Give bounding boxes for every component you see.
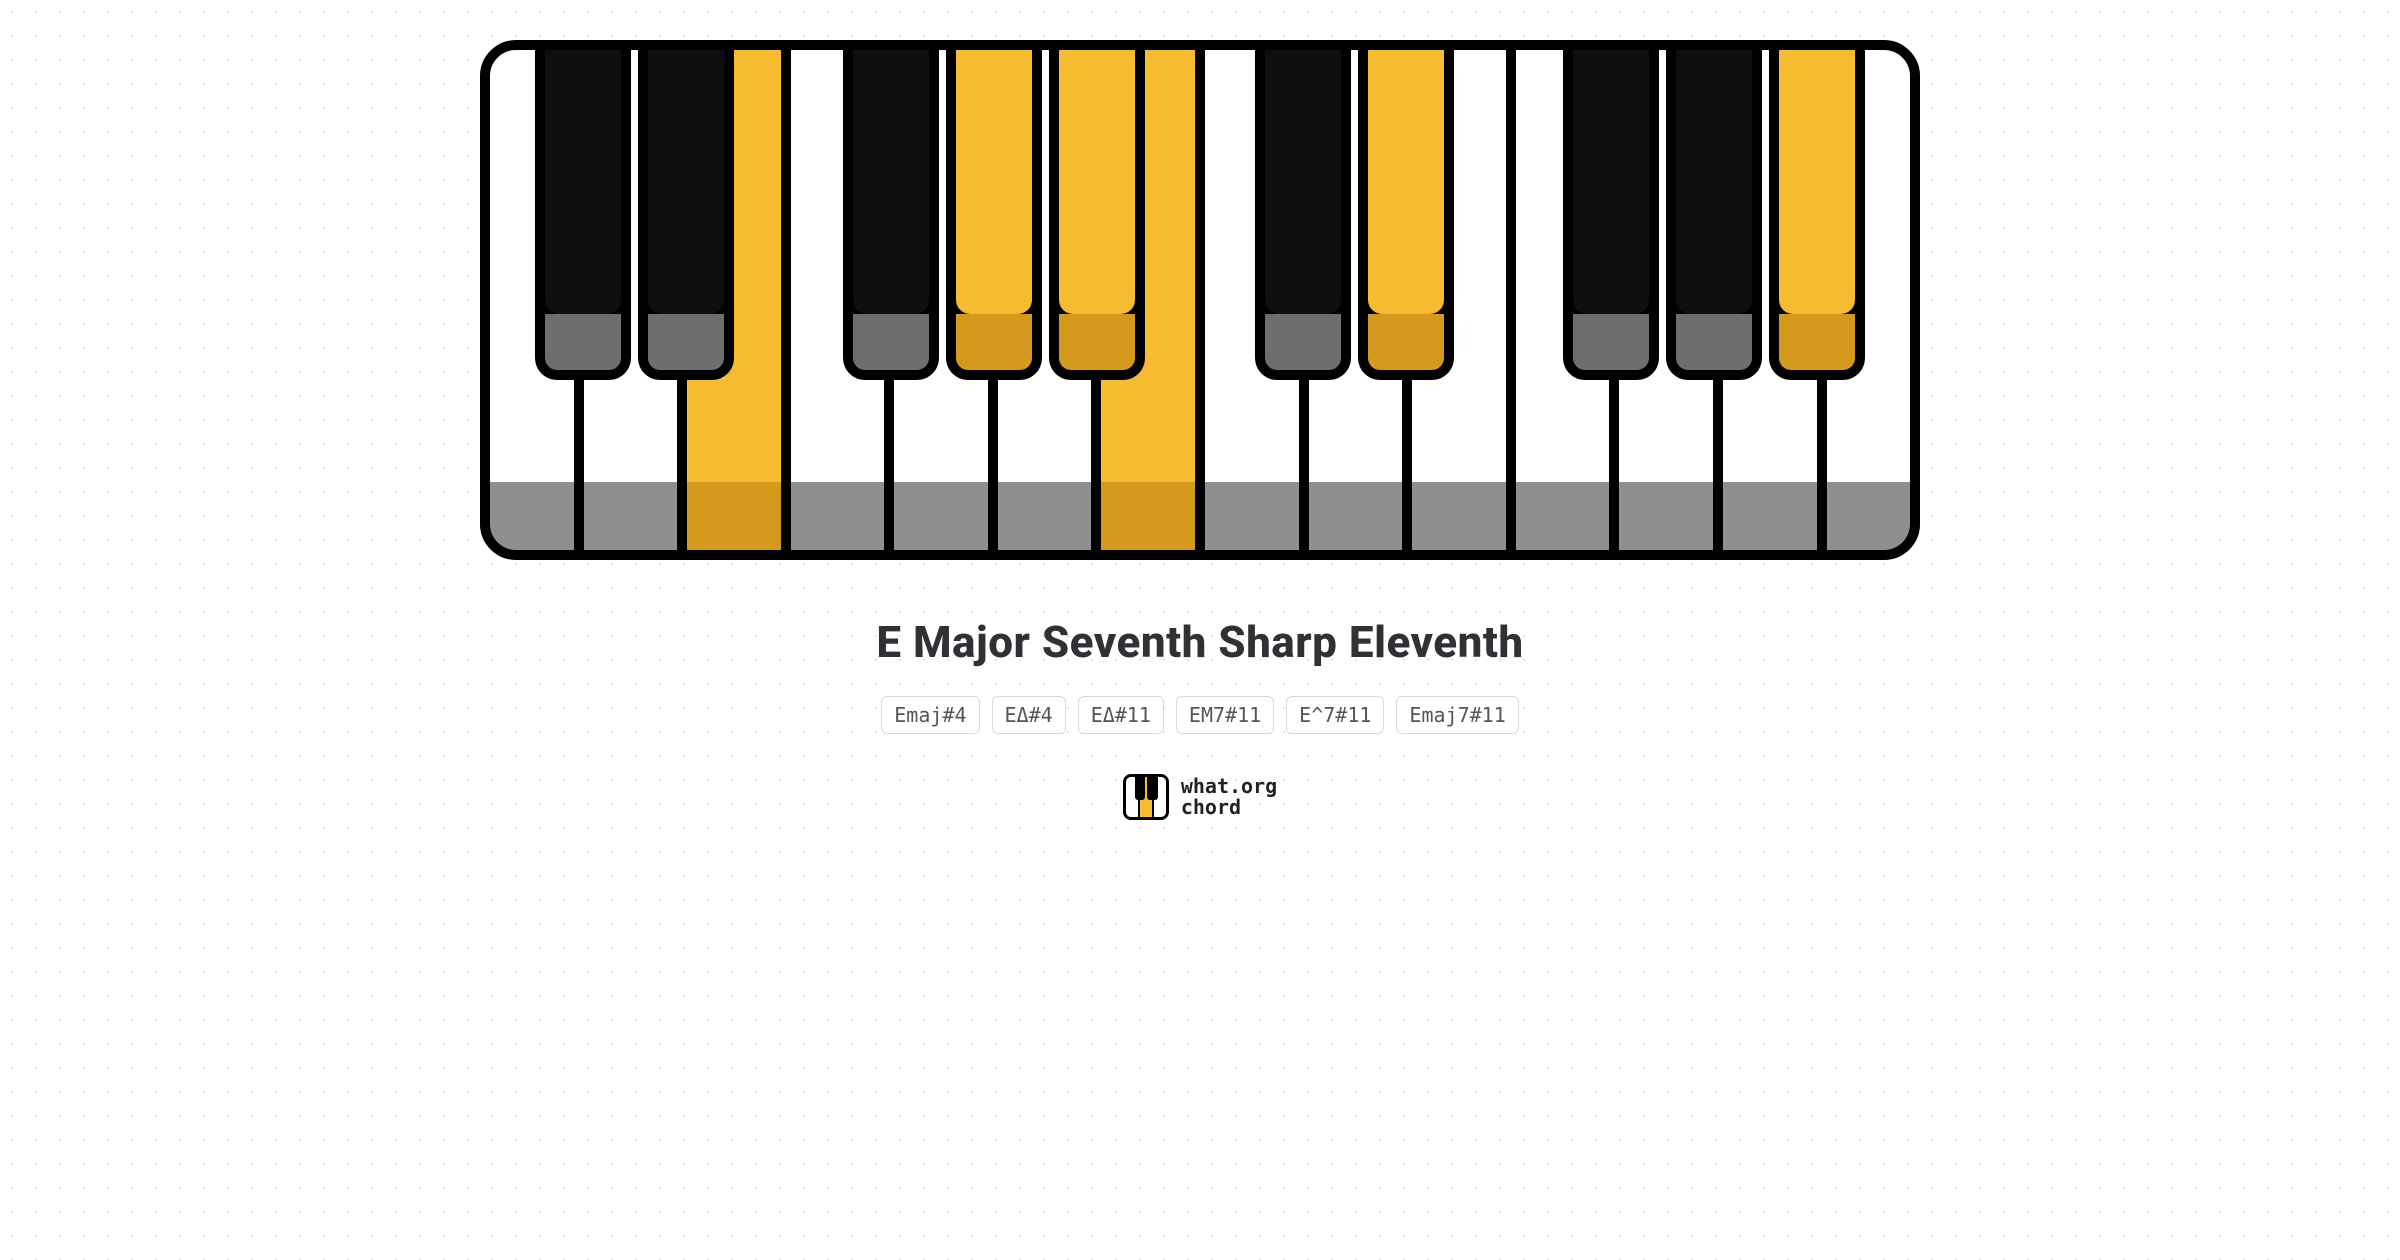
chord-alias-chip: EM7#11 [1176,696,1274,734]
white-key [682,40,786,560]
white-key [1200,40,1304,560]
white-key [579,40,683,560]
white-key [1718,40,1822,560]
white-key [889,40,993,560]
chord-aliases: Emaj#4 EΔ#4 EΔ#11 EM7#11 E^7#11 Emaj7#11 [881,696,1518,734]
white-key [1822,40,1920,560]
brand-line1: what.org [1181,776,1277,797]
brand-text: what.org chord [1181,776,1277,818]
brand-logo-icon [1123,774,1169,820]
white-keys-row [480,40,1920,560]
white-key [1096,40,1200,560]
chord-alias-chip: Emaj7#11 [1396,696,1518,734]
white-key [1407,40,1511,560]
chord-alias-chip: Emaj#4 [881,696,979,734]
brand: what.org chord [1123,774,1277,820]
white-key [1511,40,1615,560]
chord-title: E Major Seventh Sharp Eleventh [876,616,1523,668]
white-key [1304,40,1408,560]
chord-alias-chip: EΔ#4 [992,696,1066,734]
white-key [993,40,1097,560]
white-key [1614,40,1718,560]
white-key [786,40,890,560]
brand-line2: chord [1181,797,1277,818]
chord-alias-chip: E^7#11 [1286,696,1384,734]
piano-keyboard [480,40,1920,560]
chord-alias-chip: EΔ#11 [1078,696,1164,734]
white-key [480,40,579,560]
